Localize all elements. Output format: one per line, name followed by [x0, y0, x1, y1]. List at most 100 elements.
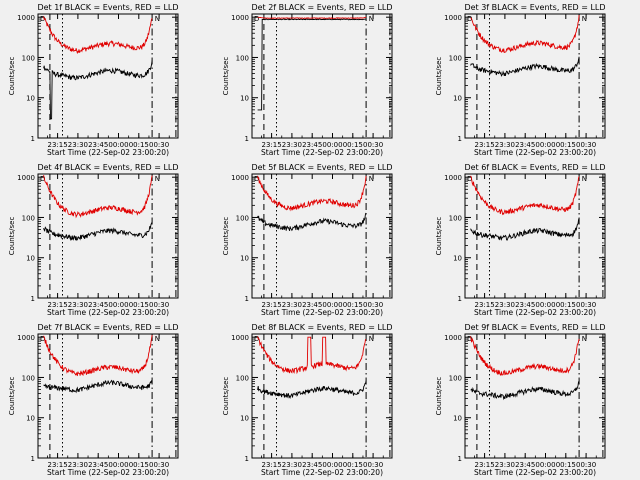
x-tick-label: 23:15	[262, 141, 282, 149]
x-tick-label: 00:00	[535, 461, 555, 469]
detector-panel-6: Det 6f BLACK = Events, RED = LLD 1 10 100 10…	[435, 163, 606, 317]
x-tick-label: 00:15	[556, 141, 576, 149]
x-tick-label: 23:45	[302, 301, 322, 309]
x-tick-label: 00:30	[576, 301, 596, 309]
marker-d: D	[467, 175, 472, 183]
x-tick-label: 23:30	[68, 301, 88, 309]
y-tick-label: 1000	[231, 334, 249, 342]
series-lld-line	[257, 336, 367, 375]
y-tick-label: 1	[245, 455, 249, 463]
series-lld-line	[43, 335, 153, 377]
y-axis-label: Counts/sec	[435, 377, 443, 416]
marker-n: N	[369, 335, 374, 343]
series-lld-line	[43, 16, 153, 55]
y-tick-label: 1	[245, 295, 249, 303]
series-events-line	[257, 380, 367, 400]
y-axis-label: Counts/sec	[8, 377, 16, 416]
y-tick-label: 10	[240, 255, 249, 263]
detector-panel-7: Det 7f BLACK = Events, RED = LLD 1 10 100 10…	[8, 323, 179, 477]
x-tick-label: 00:30	[363, 141, 383, 149]
series-lld-line	[257, 175, 367, 212]
x-tick-label: 23:30	[495, 461, 515, 469]
x-tick-label: 00:00	[322, 301, 342, 309]
x-tick-label: 23:15	[475, 301, 495, 309]
series-events-line	[43, 60, 153, 120]
x-tick-label: 00:15	[129, 301, 149, 309]
x-tick-label: 00:00	[535, 141, 555, 149]
x-axis-label: Start Time (22-Sep-02 23:00:20)	[47, 148, 169, 157]
y-tick-label: 100	[449, 214, 462, 222]
marker-n: N	[582, 175, 587, 183]
y-tick-label: 1000	[231, 174, 249, 182]
x-tick-label: 00:15	[556, 461, 576, 469]
x-tick-label: 00:15	[129, 141, 149, 149]
x-tick-label: 00:00	[322, 141, 342, 149]
series-events-line	[470, 217, 580, 241]
y-tick-label: 1000	[231, 14, 249, 22]
panel-title: Det 4f BLACK = Events, RED = LLD	[37, 163, 178, 172]
marker-n: N	[582, 335, 587, 343]
y-tick-label: 1000	[444, 334, 462, 342]
marker-d: D	[254, 15, 259, 23]
x-axis-label: Start Time (22-Sep-02 23:00:20)	[474, 468, 596, 477]
detector-panel-8: Det 8f BLACK = Events, RED = LLD 1 10 100 10…	[222, 323, 393, 477]
x-tick-label: 23:15	[262, 461, 282, 469]
y-tick-label: 1000	[444, 14, 462, 22]
marker-d: D	[467, 15, 472, 23]
x-tick-label: 23:45	[88, 461, 108, 469]
plot-frame	[37, 333, 179, 459]
y-tick-label: 1000	[17, 14, 35, 22]
x-tick-label: 00:00	[322, 461, 342, 469]
series-lld-line	[470, 336, 580, 376]
x-tick-label: 00:15	[343, 141, 363, 149]
x-tick-label: 00:30	[363, 301, 383, 309]
y-tick-label: 1	[458, 295, 462, 303]
x-tick-label: 23:30	[68, 141, 88, 149]
y-tick-label: 10	[240, 415, 249, 423]
y-tick-label: 1	[458, 135, 462, 143]
panel-title: Det 1f BLACK = Events, RED = LLD	[37, 3, 178, 12]
y-axis-label: Counts/sec	[435, 217, 443, 256]
x-axis-label: Start Time (22-Sep-02 23:00:20)	[474, 148, 596, 157]
series-events-line	[257, 18, 367, 111]
panel-title: Det 2f BLACK = Events, RED = LLD	[251, 3, 392, 12]
y-tick-label: 100	[236, 214, 249, 222]
series-lld-line	[257, 16, 367, 20]
series-lld-line	[470, 175, 580, 216]
detector-panel-1: Det 1f BLACK = Events, RED = LLD 1 10 100 10…	[8, 3, 179, 157]
x-tick-label: 23:30	[282, 461, 302, 469]
x-tick-label: 00:30	[149, 141, 169, 149]
x-tick-label: 23:30	[282, 301, 302, 309]
plot-frame	[464, 13, 606, 139]
x-tick-label: 00:30	[576, 461, 596, 469]
y-tick-label: 10	[26, 415, 35, 423]
x-axis-label: Start Time (22-Sep-02 23:00:20)	[47, 308, 169, 317]
x-tick-label: 23:30	[68, 461, 88, 469]
x-axis-label: Start Time (22-Sep-02 23:00:20)	[47, 468, 169, 477]
x-tick-label: 23:45	[515, 301, 535, 309]
marker-d: D	[40, 335, 45, 343]
y-tick-label: 100	[22, 214, 35, 222]
series-events-line	[470, 56, 580, 77]
x-tick-label: 00:15	[129, 461, 149, 469]
panel-title: Det 9f BLACK = Events, RED = LLD	[464, 323, 605, 332]
y-tick-label: 1	[31, 295, 35, 303]
marker-d: D	[467, 335, 472, 343]
x-tick-label: 23:15	[48, 301, 68, 309]
x-axis-label: Start Time (22-Sep-02 23:00:20)	[261, 308, 383, 317]
x-tick-label: 00:30	[363, 461, 383, 469]
plot-frame	[251, 173, 393, 299]
series-lld-line	[43, 175, 153, 219]
x-tick-label: 00:15	[556, 301, 576, 309]
y-axis-label: Counts/sec	[435, 57, 443, 96]
y-axis-label: Counts/sec	[222, 217, 230, 256]
marker-d: D	[40, 15, 45, 23]
x-tick-label: 00:00	[108, 301, 128, 309]
x-tick-label: 23:45	[515, 461, 535, 469]
x-tick-label: 23:30	[495, 141, 515, 149]
x-tick-label: 23:45	[302, 141, 322, 149]
series-lld-line	[470, 15, 580, 53]
y-tick-label: 1000	[444, 174, 462, 182]
x-tick-label: 23:30	[495, 301, 515, 309]
